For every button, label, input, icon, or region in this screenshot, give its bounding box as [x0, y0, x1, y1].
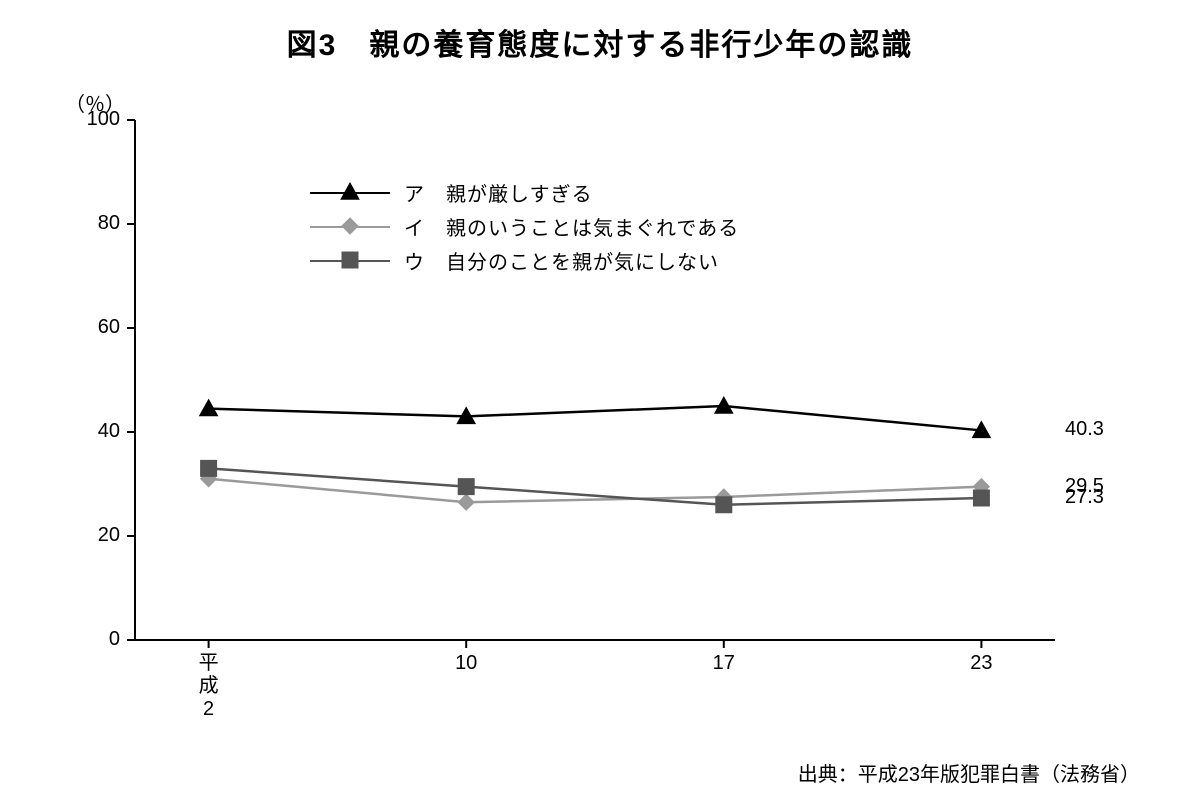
square-icon	[338, 248, 362, 272]
x-tick-label: 10	[436, 652, 496, 675]
source-citation: 出典：平成23年版犯罪白書（法務省）	[798, 758, 1140, 787]
y-tick-label: 80	[70, 212, 120, 235]
legend-item: ウ 自分のことを親が気にしない	[310, 243, 739, 277]
y-tick-label: 60	[70, 316, 120, 339]
x-tick-label: 平成2	[197, 652, 221, 721]
y-tick-label: 0	[70, 628, 120, 651]
diamond-icon	[338, 214, 362, 238]
series-end-value: 40.3	[1065, 418, 1104, 441]
x-tick-label: 23	[951, 652, 1011, 675]
triangle-icon	[338, 180, 362, 204]
y-tick-label: 20	[70, 524, 120, 547]
chart-legend: ア 親が厳しすぎるイ 親のいうことは気まぐれであるウ 自分のことを親が気にしない	[310, 175, 739, 277]
legend-label: イ 親のいうことは気まぐれである	[404, 212, 739, 241]
y-tick-label: 100	[70, 108, 120, 131]
legend-swatch	[310, 180, 390, 204]
legend-swatch	[310, 214, 390, 238]
legend-label: ア 親が厳しすぎる	[404, 178, 593, 207]
legend-item: イ 親のいうことは気まぐれである	[310, 209, 739, 243]
line-chart	[0, 0, 1200, 811]
y-tick-label: 40	[70, 420, 120, 443]
legend-label: ウ 自分のことを親が気にしない	[404, 246, 719, 275]
x-tick-label: 17	[694, 652, 754, 675]
legend-item: ア 親が厳しすぎる	[310, 175, 739, 209]
chart-container: { "title": "図3 親の養育態度に対する非行少年の認識", "y_un…	[0, 0, 1200, 811]
legend-swatch	[310, 248, 390, 272]
series-end-value: 27.3	[1065, 486, 1104, 509]
